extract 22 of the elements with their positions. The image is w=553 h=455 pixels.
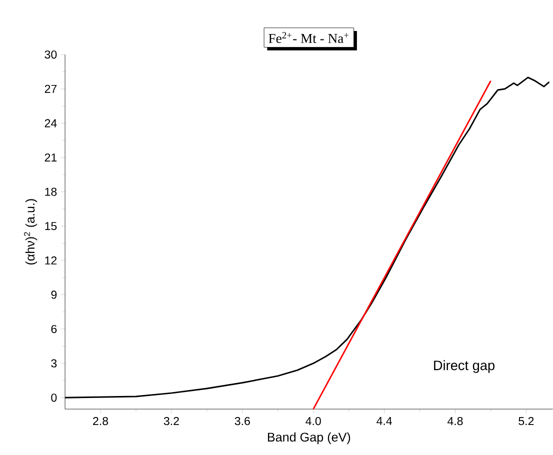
y-tick-label: 27: [44, 84, 57, 93]
y-tick-label: 12: [45, 256, 57, 264]
x-tick-label: 4.8: [447, 416, 463, 426]
y-tick-label: 9: [51, 290, 57, 299]
chart-title: Fe$^{2+}$- Mt - Na$^{+}$: [268, 32, 349, 43]
y-tick-label: 30: [44, 50, 57, 59]
x-tick-label: 5.2: [518, 416, 534, 426]
x-axis-title: Band Gap (eV): [268, 432, 350, 444]
y-tick-label: 6: [51, 324, 57, 334]
y-tick-label: 18: [45, 188, 57, 196]
y-tick-label: 3: [51, 359, 57, 368]
x-tick-label: 3.2: [164, 416, 179, 426]
x-tick-label: 3.6: [234, 416, 250, 426]
y-axis-title: (αhν)$^{2}$ (a.u.): [24, 198, 38, 264]
annotation: Direct gap: [434, 360, 494, 373]
y-tick-label: 21: [44, 153, 57, 162]
y-tick-label: 15: [45, 222, 57, 230]
x-tick-label: 4.4: [376, 416, 392, 425]
x-tick-label: 2.8: [93, 416, 108, 426]
x-tick-label: 4.0: [306, 416, 321, 426]
y-tick-label: 0: [51, 393, 57, 402]
y-tick-label: 24: [44, 119, 57, 128]
